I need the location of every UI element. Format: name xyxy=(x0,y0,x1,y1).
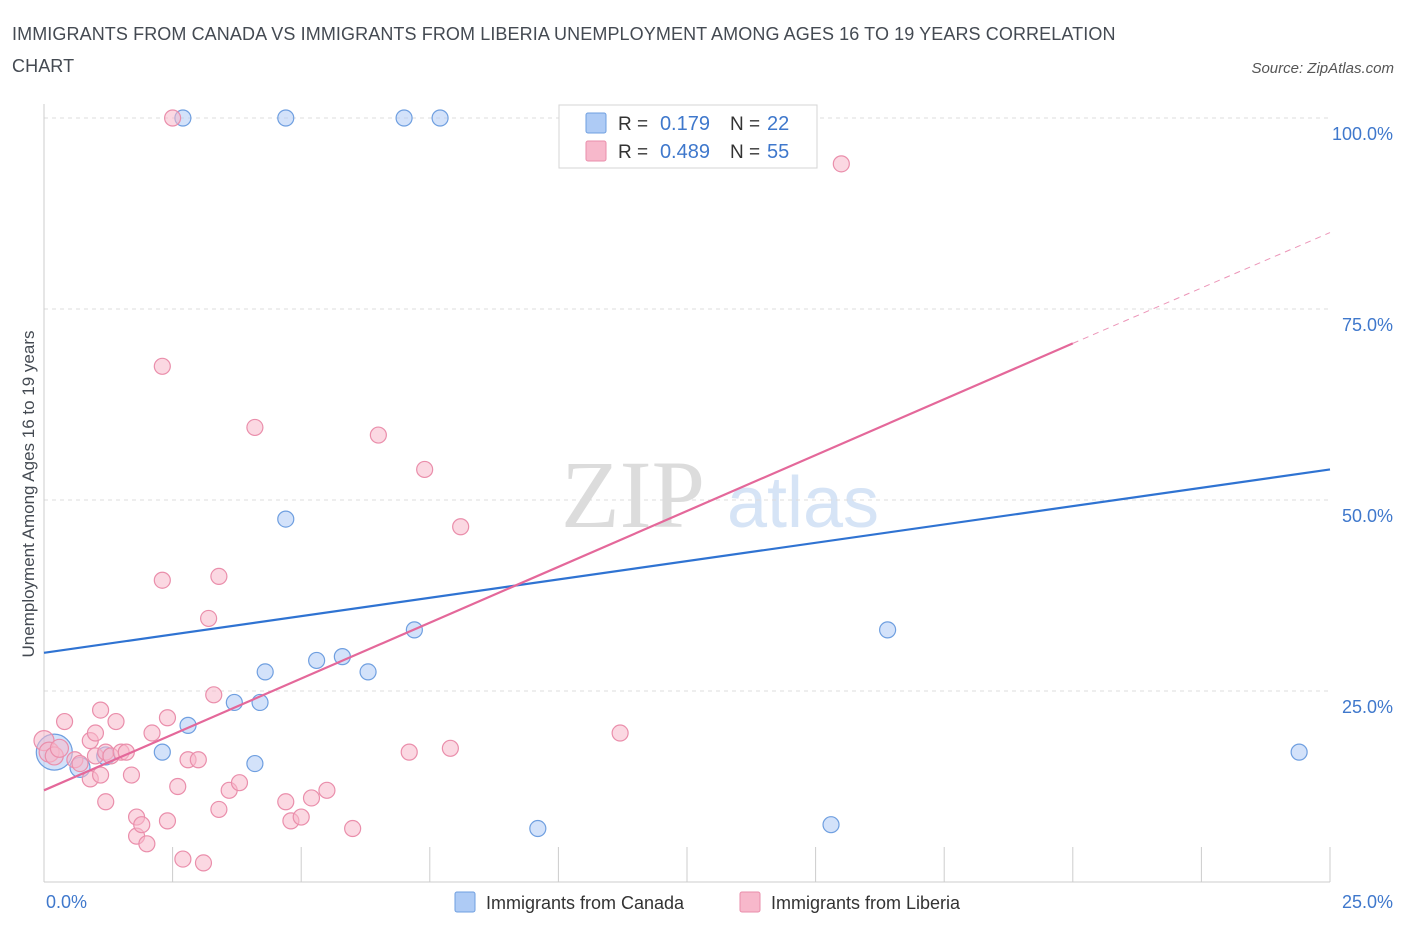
y-axis-title: Unemployment Among Ages 16 to 19 years xyxy=(19,331,38,658)
series-legend-swatch-liberia xyxy=(739,891,761,913)
gridlines xyxy=(44,117,1330,692)
chart-title: IMMIGRANTS FROM CANADA VS IMMIGRANTS FRO… xyxy=(12,24,1116,76)
canada-point-13 xyxy=(308,651,326,670)
liberia-point-43 xyxy=(292,808,310,826)
stats-legend: R = 0.179 N = 22 R = 0.489 N = 55 xyxy=(558,104,818,169)
liberia-point-6 xyxy=(71,754,89,773)
liberia-point-45 xyxy=(318,781,336,799)
canada-point-7 xyxy=(431,109,449,127)
legend-n-value-liberia: 55 xyxy=(767,141,789,163)
liberia-point-25 xyxy=(158,709,177,727)
series-legend-swatch-canada xyxy=(454,891,476,913)
liberia-point-50 xyxy=(441,739,459,757)
y-tick-labels: 25.0% 50.0% 75.0% 100.0% xyxy=(1332,124,1393,717)
y-tick-label-1: 50.0% xyxy=(1342,506,1393,526)
x-tick-label-min: 0.0% xyxy=(46,892,87,912)
legend-r-label-liberia: R = xyxy=(618,142,648,163)
canada-point-9 xyxy=(277,510,295,528)
liberia-point-3 xyxy=(49,738,70,758)
y-tick-label-3: 100.0% xyxy=(1332,124,1393,144)
liberia-point-24 xyxy=(143,724,161,742)
series-legend: Immigrants from Canada Immigrants from L… xyxy=(454,891,961,913)
legend-swatch-liberia xyxy=(585,140,607,162)
x-tick-labels: 0.0% 25.0% xyxy=(46,892,1393,912)
liberia-point-51 xyxy=(452,518,470,536)
source-label: Source: ZipAtlas.com xyxy=(1251,60,1394,77)
liberia-point-23 xyxy=(138,835,156,853)
watermark-atlas: atlas xyxy=(727,463,879,543)
liberia-point-28 xyxy=(174,850,192,868)
canada-point-18 xyxy=(529,819,547,838)
liberia-point-39 xyxy=(153,357,171,375)
canada-point-11 xyxy=(256,663,274,681)
liberia-point-30 xyxy=(189,751,207,769)
liberia-point-48 xyxy=(400,743,418,761)
legend-r-value-liberia: 0.489 xyxy=(660,141,710,163)
series-legend-label-canada: Immigrants from Canada xyxy=(486,893,685,913)
liberia-point-32 xyxy=(200,609,218,628)
liberia-point-26 xyxy=(158,812,177,830)
liberia-point-17 xyxy=(97,793,115,811)
liberia-point-41 xyxy=(277,793,295,811)
legend-n-label-canada: N = xyxy=(730,114,760,135)
liberia-point-35 xyxy=(210,800,228,819)
liberia-point-54 xyxy=(164,109,182,127)
watermark-zip: ZIP xyxy=(561,441,705,548)
liberia-point-37 xyxy=(230,774,249,792)
liberia-point-52 xyxy=(611,724,629,742)
liberia-point-53 xyxy=(832,155,850,173)
liberia-point-4 xyxy=(55,712,74,731)
liberia-point-11 xyxy=(91,766,110,784)
axis-ticks xyxy=(172,847,1331,882)
legend-n-label-liberia: N = xyxy=(730,142,760,163)
liberia-point-10 xyxy=(86,724,105,742)
liberia-point-46 xyxy=(344,819,362,838)
canada-point-20 xyxy=(879,621,897,639)
canada-point-3 xyxy=(153,743,171,761)
legend-swatch-canada xyxy=(585,112,607,134)
liberia-trend-line xyxy=(43,342,1074,792)
liberia-point-34 xyxy=(210,567,228,586)
canada-point-17 xyxy=(246,754,264,773)
canada-point-19 xyxy=(822,816,840,834)
legend-r-label-canada: R = xyxy=(618,114,648,135)
liberia-point-47 xyxy=(369,426,387,444)
x-tick-label-max: 25.0% xyxy=(1342,892,1393,912)
liberia-point-27 xyxy=(169,777,187,796)
legend-r-value-canada: 0.179 xyxy=(660,113,710,135)
liberia-point-19 xyxy=(122,766,141,784)
y-tick-label-0: 25.0% xyxy=(1342,697,1393,717)
liberia-point-49 xyxy=(416,460,434,479)
liberia-point-33 xyxy=(205,686,223,704)
liberia-point-31 xyxy=(194,854,213,872)
canada-point-15 xyxy=(359,663,377,681)
liberia-point-14 xyxy=(91,701,110,719)
canada-point-21 xyxy=(1290,743,1308,761)
liberia-point-38 xyxy=(153,571,171,589)
canada-trend-line xyxy=(43,468,1331,654)
canada-point-6 xyxy=(395,109,413,127)
canada-point-8 xyxy=(277,109,295,127)
y-tick-label-2: 75.0% xyxy=(1342,315,1393,335)
liberia-point-15 xyxy=(107,712,125,731)
liberia-point-44 xyxy=(302,789,321,807)
liberia-points xyxy=(33,109,850,872)
liberia-point-40 xyxy=(246,418,264,437)
legend-n-value-canada: 22 xyxy=(767,113,789,135)
liberia-point-22 xyxy=(133,816,151,834)
series-legend-label-liberia: Immigrants from Liberia xyxy=(771,893,961,913)
liberia-trend-extension xyxy=(1072,232,1331,344)
trend-lines xyxy=(43,232,1331,792)
